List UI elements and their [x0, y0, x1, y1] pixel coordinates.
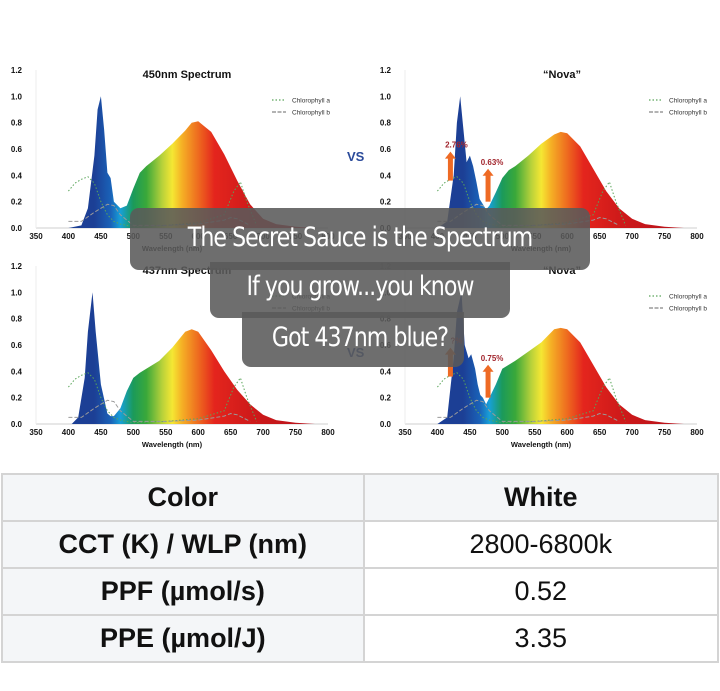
svg-text:0.0: 0.0 [11, 224, 23, 233]
spec-table: Color White CCT (K) / WLP (nm) 2800-6800… [1, 473, 720, 663]
svg-text:1.0: 1.0 [11, 288, 23, 297]
svg-text:700: 700 [625, 428, 639, 437]
table-row: Color White [1, 473, 720, 522]
table-cell-value: 3.35 [362, 614, 720, 663]
caption-line-3: Got 437nm blue? [271, 322, 449, 353]
svg-text:650: 650 [593, 232, 607, 241]
svg-text:Chlorophyll b: Chlorophyll b [669, 110, 707, 117]
caption-box-line-3 [242, 312, 464, 367]
svg-text:2.76%: 2.76% [445, 141, 468, 150]
svg-text:0.8: 0.8 [380, 119, 392, 128]
table-cell-value: 0.52 [362, 567, 720, 616]
svg-text:650: 650 [224, 428, 238, 437]
svg-text:450nm Spectrum: 450nm Spectrum [143, 69, 232, 81]
svg-text:350: 350 [29, 428, 43, 437]
svg-text:Chlorophyll a: Chlorophyll a [669, 98, 707, 105]
svg-text:350: 350 [29, 232, 43, 241]
svg-text:0.4: 0.4 [11, 367, 23, 376]
svg-text:“Nova”: “Nova” [543, 69, 581, 81]
svg-text:1.2: 1.2 [11, 66, 23, 75]
svg-text:1.2: 1.2 [380, 66, 392, 75]
svg-text:550: 550 [159, 428, 173, 437]
svg-text:750: 750 [289, 428, 303, 437]
svg-text:0.2: 0.2 [11, 198, 23, 207]
spectrum-plot: 0.00.20.40.60.81.01.23504004505005506006… [11, 66, 335, 253]
svg-text:500: 500 [127, 428, 141, 437]
svg-text:0.4: 0.4 [380, 367, 392, 376]
table-row: CCT (K) / WLP (nm) 2800-6800k [1, 520, 720, 569]
table-header-label: Color [1, 473, 365, 522]
svg-text:400: 400 [62, 428, 76, 437]
svg-text:1.0: 1.0 [380, 92, 392, 101]
svg-text:0.4: 0.4 [11, 171, 23, 180]
caption-line-2: If you grow...you know [246, 271, 474, 302]
table-cell-label: CCT (K) / WLP (nm) [1, 520, 365, 569]
svg-text:0.4: 0.4 [380, 171, 392, 180]
svg-text:450: 450 [94, 428, 108, 437]
svg-text:400: 400 [62, 232, 76, 241]
table-header-value: White [362, 473, 720, 522]
svg-text:Chlorophyll a: Chlorophyll a [669, 294, 707, 301]
svg-text:800: 800 [690, 428, 704, 437]
svg-text:0.63%: 0.63% [481, 158, 504, 167]
svg-text:650: 650 [593, 428, 607, 437]
table-cell-value: 2800-6800k [362, 520, 720, 569]
svg-text:0.2: 0.2 [11, 394, 23, 403]
svg-text:700: 700 [256, 428, 270, 437]
svg-text:0.2: 0.2 [380, 198, 392, 207]
svg-text:700: 700 [625, 232, 639, 241]
svg-text:0.6: 0.6 [11, 145, 23, 154]
svg-text:Wavelength (nm): Wavelength (nm) [511, 440, 572, 449]
svg-text:0.75%: 0.75% [481, 354, 504, 363]
table-row: PPF (µmol/s) 0.52 [1, 567, 720, 616]
svg-text:0.6: 0.6 [11, 341, 23, 350]
svg-text:0.0: 0.0 [380, 420, 392, 429]
svg-text:450: 450 [94, 232, 108, 241]
vs-label-top: VS [347, 149, 365, 164]
svg-text:0.6: 0.6 [380, 145, 392, 154]
svg-text:0.8: 0.8 [11, 315, 23, 324]
svg-text:0.2: 0.2 [380, 394, 392, 403]
chart-450nm-spectrum: 0.00.20.40.60.81.01.23504004505005506006… [0, 58, 350, 253]
caption-line-1: The Secret Sauce is the Spectrum [187, 222, 533, 253]
svg-text:400: 400 [431, 428, 445, 437]
table-cell-label: PPF (µmol/s) [1, 567, 365, 616]
svg-text:500: 500 [496, 428, 510, 437]
svg-text:Chlorophyll b: Chlorophyll b [292, 110, 330, 117]
svg-text:Chlorophyll b: Chlorophyll b [669, 306, 707, 313]
table-row: PPE (µmol/J) 3.35 [1, 614, 720, 663]
caption-box-line-1 [130, 208, 590, 270]
caption-box-line-2 [210, 262, 510, 318]
svg-text:350: 350 [398, 428, 412, 437]
svg-text:750: 750 [658, 428, 672, 437]
svg-text:550: 550 [528, 428, 542, 437]
svg-text:600: 600 [192, 428, 206, 437]
svg-text:0.0: 0.0 [11, 420, 23, 429]
table-cell-label: PPE (µmol/J) [1, 614, 365, 663]
svg-text:800: 800 [321, 428, 335, 437]
svg-text:Chlorophyll a: Chlorophyll a [292, 98, 330, 105]
svg-text:1.2: 1.2 [11, 262, 23, 271]
svg-text:1.0: 1.0 [11, 92, 23, 101]
svg-text:800: 800 [690, 232, 704, 241]
svg-text:450: 450 [463, 428, 477, 437]
svg-text:Wavelength (nm): Wavelength (nm) [142, 440, 203, 449]
svg-text:600: 600 [561, 428, 575, 437]
svg-text:0.8: 0.8 [11, 119, 23, 128]
svg-text:750: 750 [658, 232, 672, 241]
